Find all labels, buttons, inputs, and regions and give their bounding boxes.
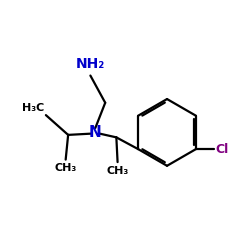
Text: NH₂: NH₂ [76,56,105,70]
Text: CH₃: CH₃ [106,166,129,176]
Text: N: N [89,125,102,140]
Text: H₃C: H₃C [22,103,45,113]
Text: CH₃: CH₃ [54,163,77,173]
Text: Cl: Cl [216,142,229,156]
